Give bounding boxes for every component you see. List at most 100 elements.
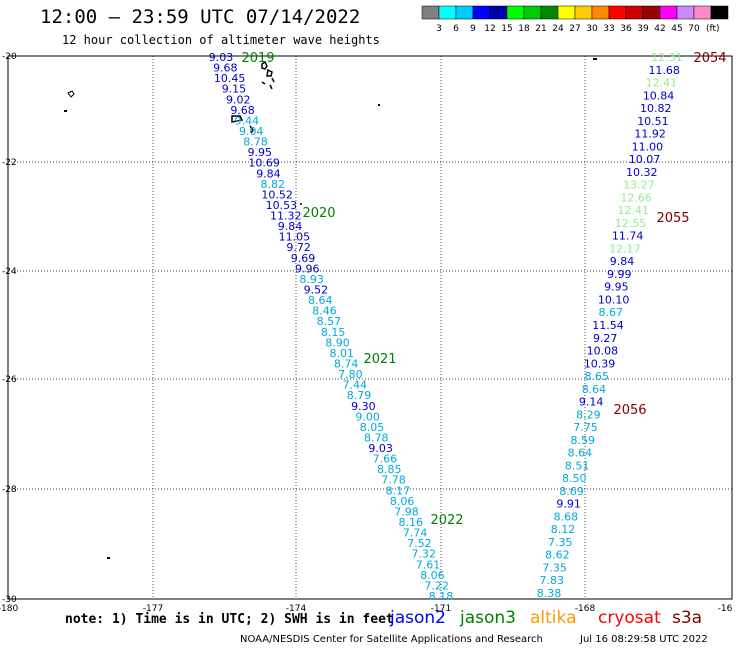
colorbar-swatch (523, 5, 542, 20)
map-subtitle: 12 hour collection of altimeter wave hei… (62, 33, 380, 47)
x-tick-label: -171 (431, 604, 451, 614)
colorbar-swatch (642, 5, 661, 20)
swh-value: 10.52 (261, 188, 293, 201)
swh-value: 12.41 (618, 204, 650, 217)
footer-note: note: 1) Time is in UTC; 2) SWH is in fe… (65, 612, 394, 627)
colorbar-tick-label: 27 (569, 24, 580, 34)
swh-value: 8.46 (312, 305, 337, 318)
island-tonga-1 (261, 60, 302, 205)
swh-value: 8.78 (243, 136, 268, 149)
swh-value: 9.95 (248, 146, 273, 159)
swh-value: 7.61 (416, 558, 441, 571)
swh-value: 8.06 (420, 569, 445, 582)
swh-value: 8.82 (261, 178, 286, 191)
swh-value: 8.05 (360, 421, 385, 434)
swh-value: 9.02 (226, 93, 251, 106)
swh-value: 8.90 (325, 336, 350, 349)
y-tick-label: -26 (2, 375, 17, 385)
colorbar-swatch (608, 5, 627, 20)
swh-value: 7.66 (373, 453, 398, 466)
x-tick-label: -16 (718, 604, 733, 614)
pass-label: 2019 (241, 51, 274, 66)
swh-value: 11.68 (648, 64, 680, 77)
credit-text: NOAA/NESDIS Center for Satellite Applica… (240, 634, 543, 645)
mission-s3a: s3a (672, 608, 703, 628)
swh-value: 9.30 (351, 400, 376, 413)
colorbar-tick-label: 3 (436, 24, 442, 34)
colorbar-tick-label: 9 (470, 24, 476, 34)
colorbar-swatch (489, 5, 508, 20)
swh-value: 9.84 (610, 255, 635, 268)
pass-label: 2020 (302, 206, 335, 221)
swh-value: 10.84 (643, 89, 675, 102)
swh-value: 8.51 (565, 459, 590, 472)
colorbar-swatch (438, 5, 457, 20)
swh-value: 8.59 (570, 434, 595, 447)
x-tick-label: -168 (575, 604, 596, 614)
swh-value: 8.01 (330, 347, 355, 360)
y-tick-label: -30 (2, 595, 17, 605)
swh-value: 9.44 (235, 114, 260, 127)
swh-value: 10.08 (587, 345, 619, 358)
swh-value: 10.07 (629, 153, 661, 166)
swh-value: 8.67 (599, 306, 624, 319)
y-tick-label: -20 (2, 52, 17, 62)
pass-label: 2021 (363, 352, 396, 367)
swh-value: 8.74 (334, 357, 359, 370)
swh-value: 8.78 (364, 431, 389, 444)
swh-value: 9.84 (256, 167, 281, 180)
swh-value: 8.16 (399, 516, 424, 529)
swh-value: 8.62 (545, 549, 570, 562)
colorbar-tick-label: 30 (586, 24, 598, 34)
swh-value: 10.39 (584, 357, 616, 370)
colorbar-tick-label: 18 (518, 24, 530, 34)
swh-value: 11.05 (279, 231, 311, 244)
swh-value: 9.14 (579, 396, 604, 409)
swh-value: 8.12 (551, 523, 576, 536)
swh-value: 7.98 (394, 505, 419, 518)
colorbar-tick-label: 21 (535, 24, 546, 34)
swh-value: 8.69 (559, 485, 584, 498)
swh-value: 9.03 (209, 51, 234, 64)
swh-value: 8.18 (429, 590, 454, 603)
swh-value: 11.32 (270, 210, 302, 223)
pass-label: 2022 (430, 513, 463, 528)
swh-value: 9.68 (230, 104, 255, 117)
y-tick-label: -24 (2, 267, 17, 277)
colorbar-swatch (574, 5, 593, 20)
swh-value: 9.68 (213, 62, 238, 75)
island-outlines (64, 58, 597, 559)
colorbar-swatch (506, 5, 525, 20)
swh-value: 12.31 (651, 51, 683, 64)
mission-jason2: jason2 (390, 608, 446, 628)
pass-label: 2055 (656, 211, 689, 226)
swh-value: 10.32 (626, 166, 658, 179)
swh-value: 9.03 (368, 442, 393, 455)
y-tick-label: -28 (2, 485, 17, 495)
y-tick-label: -22 (2, 158, 17, 168)
swh-value: 7.22 (424, 579, 449, 592)
pass-label: 2056 (613, 403, 646, 418)
mission-cryosat: cryosat (598, 608, 661, 628)
swh-value: 9.72 (286, 241, 311, 254)
swh-value: 7.35 (548, 536, 573, 549)
swh-value: 11.54 (592, 319, 624, 332)
map-grid (7, 55, 733, 600)
swh-value: 9.52 (304, 284, 329, 297)
credit-timestamp: Jul 16 08:29:58 UTC 2022 (580, 634, 708, 645)
colorbar-swatch (591, 5, 610, 20)
swh-value: 10.10 (598, 293, 630, 306)
colorbar-tick-label: 42 (654, 24, 665, 34)
mission-jason3: jason3 (460, 608, 516, 628)
colorbar-tick-label: 24 (552, 24, 564, 34)
swh-value: 8.93 (299, 273, 324, 286)
swh-value: 9.99 (607, 268, 632, 281)
colorbar-swatch (472, 5, 491, 20)
swh-value: 9.27 (593, 332, 618, 345)
x-tick-label: -174 (286, 604, 307, 614)
swh-value: 9.91 (556, 498, 581, 511)
swh-value: 8.85 (377, 463, 402, 476)
swh-value: 10.82 (640, 102, 672, 115)
swh-value: 8.29 (576, 408, 601, 421)
